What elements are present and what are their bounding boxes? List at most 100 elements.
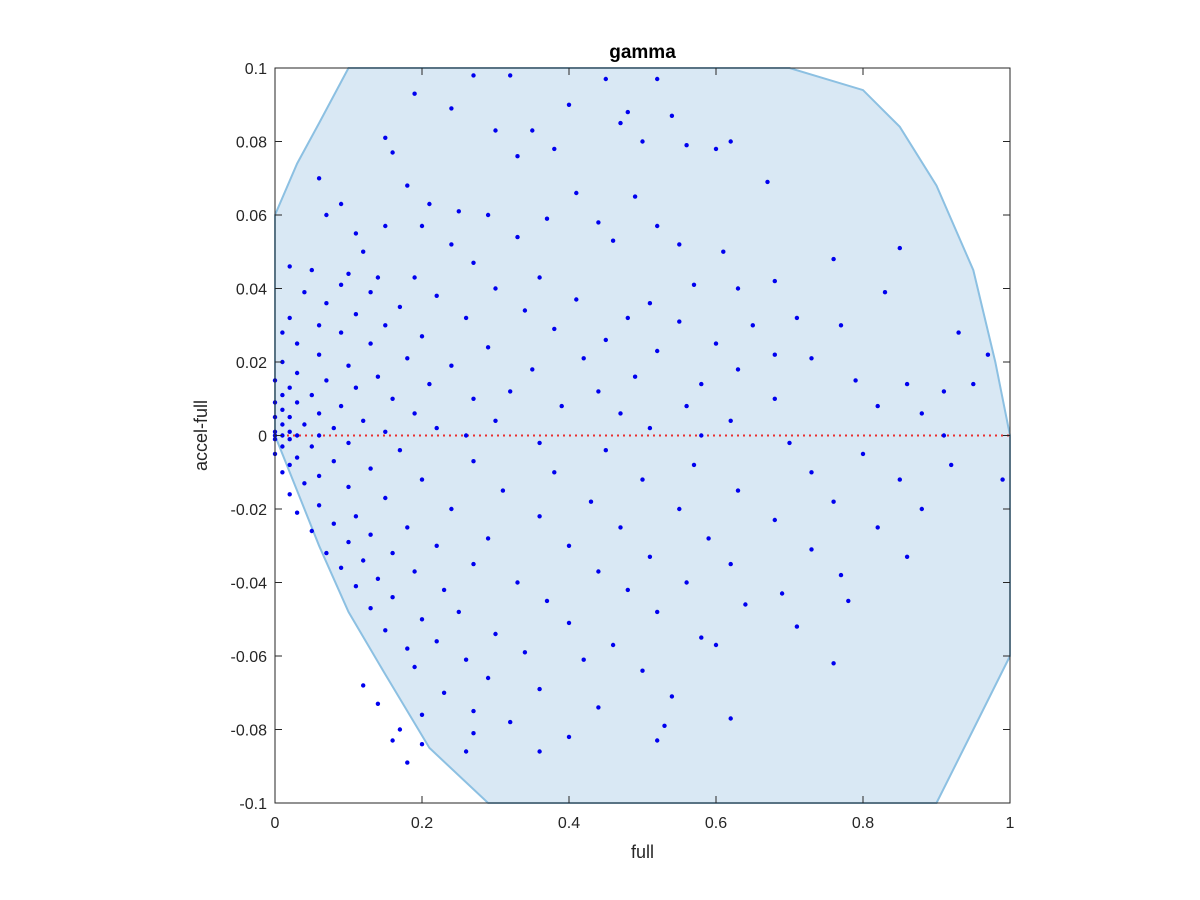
data-point [309,392,314,398]
data-point [706,536,711,541]
data-point [574,297,579,302]
data-point [493,418,498,423]
data-point [390,396,395,401]
data-point [640,139,645,144]
data-point [647,425,653,431]
data-point [728,561,733,567]
data-point [508,719,513,725]
data-point [581,657,586,662]
data-point [713,341,719,346]
data-point [412,569,417,574]
data-point [559,403,564,409]
data-point [493,286,498,291]
data-point [441,690,447,695]
data-point [581,356,586,361]
y-tick-label: -0.06 [231,649,268,666]
data-point [419,617,425,622]
data-point [471,561,476,567]
data-point [655,609,660,615]
data-point [427,201,432,207]
data-point [618,525,623,530]
data-point [419,223,425,229]
data-point [713,146,719,152]
data-point [846,598,851,604]
data-point [434,639,439,644]
data-point [346,440,351,446]
data-point [456,209,461,214]
data-point [691,462,697,468]
data-point [728,716,733,721]
data-point [522,650,528,655]
data-point [397,727,403,732]
data-point [971,381,976,387]
data-point [338,201,344,207]
data-point [361,558,366,563]
data-point [508,73,513,78]
data-point [552,146,557,152]
data-point [331,521,336,526]
data-point [434,293,439,298]
data-point [985,352,991,357]
data-point [390,550,395,556]
y-tick-label: -0.02 [231,502,268,519]
data-point [294,455,300,460]
data-point [471,708,476,714]
data-point [669,694,675,699]
data-point [338,403,344,409]
x-axis-label: full [631,842,654,862]
data-point [368,466,373,471]
data-point [316,352,322,357]
data-point [853,378,858,383]
data-point [772,517,777,523]
data-point [405,760,410,765]
data-point [794,624,800,629]
data-point [750,323,755,328]
data-point [787,440,792,446]
data-point [383,135,388,140]
data-point [375,275,381,280]
data-point [493,128,498,133]
data-point [383,495,388,501]
data-point [280,330,285,335]
data-point [280,444,285,449]
data-point [522,308,528,313]
data-point [316,323,322,328]
data-point [625,315,630,321]
data-point [280,407,285,412]
data-point [882,290,888,295]
data-point [280,392,285,398]
data-point [353,312,359,317]
data-point [632,374,638,379]
data-point [287,315,292,321]
data-point [361,249,366,254]
data-point [574,190,579,196]
data-point [588,499,594,504]
data-point [647,554,653,559]
data-point [603,337,608,343]
data-point [361,683,366,688]
data-point [765,179,770,185]
data-point [831,256,836,262]
data-point [838,323,844,328]
data-point [471,260,476,265]
data-point [897,245,902,251]
data-point [1000,477,1005,482]
data-point [831,661,836,666]
data-point [463,657,469,662]
data-point [287,429,292,434]
data-point [772,352,777,357]
data-point [566,102,572,108]
data-point [684,403,689,409]
data-point [544,598,550,604]
data-point [412,275,417,280]
data-point [655,76,660,82]
data-point [566,620,572,626]
data-point [463,315,469,321]
data-point [375,374,381,379]
data-point [346,539,351,545]
data-point [331,425,336,431]
data-point [625,587,630,593]
data-point [287,414,292,420]
data-point [280,422,285,427]
x-tick-label: 0.6 [705,815,727,832]
